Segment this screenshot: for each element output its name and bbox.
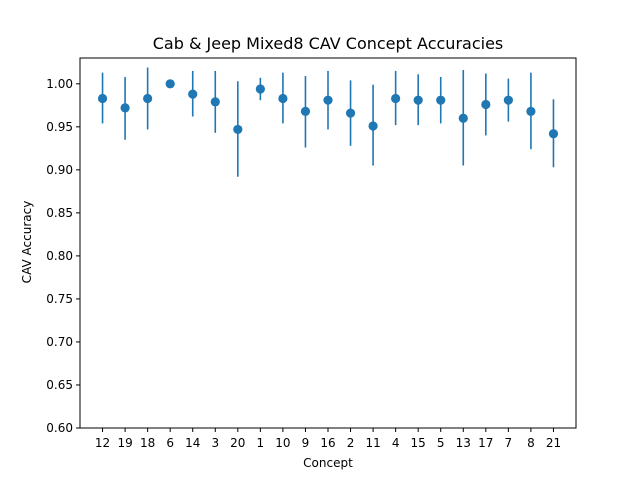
x-tick-label: 5: [437, 436, 445, 450]
data-point: [345, 108, 356, 118]
data-point: [278, 93, 288, 104]
y-tick-label: 0.75: [46, 292, 73, 306]
data-points: [97, 79, 559, 139]
x-tick-label: 9: [302, 436, 310, 450]
x-tick-label: 16: [320, 436, 335, 450]
x-tick-label: 8: [527, 436, 535, 450]
x-tick-label: 14: [185, 436, 200, 450]
data-point: [391, 93, 401, 104]
x-tick-label: 3: [211, 436, 219, 450]
y-tick-label: 0.85: [46, 206, 73, 220]
data-point: [323, 95, 333, 105]
y-tick-label: 0.80: [46, 249, 73, 263]
data-point: [210, 97, 220, 107]
data-point: [143, 93, 153, 104]
x-tick-label: 1: [257, 436, 265, 450]
data-point: [503, 95, 513, 105]
x-tick-label: 13: [456, 436, 471, 450]
data-point: [97, 93, 108, 104]
x-tick-label: 18: [140, 436, 155, 450]
x-tick-label: 20: [230, 436, 245, 450]
y-tick-label: 0.70: [46, 335, 73, 349]
data-point: [188, 89, 198, 99]
data-point: [368, 121, 378, 131]
y-axis-ticks: 0.60 0.65 0.70 0.75 0.80 0.85 0.90 0.95 1.00: [46, 77, 80, 435]
y-tick-label: 0.60: [46, 421, 73, 435]
x-axis-ticks: 12 19 18 6 14 3 20 1 10 9 16 2 11 4 15 5 13 17 7 8 21: [95, 428, 561, 450]
data-point: [300, 106, 311, 116]
data-point: [526, 106, 536, 116]
data-point: [548, 129, 559, 139]
plot-area-frame: [79, 57, 577, 429]
x-tick-label: 12: [95, 436, 110, 450]
chart-title: Cab & Jeep Mixed8 CAV Concept Accuracies: [153, 34, 504, 53]
data-point: [413, 95, 423, 105]
y-axis-label: CAV Accuracy: [20, 201, 34, 284]
x-tick-label: 2: [347, 436, 355, 450]
y-tick-label: 1.00: [46, 77, 73, 91]
data-point: [481, 99, 491, 110]
x-axis-label: Concept: [303, 456, 353, 470]
x-tick-label: 4: [392, 436, 400, 450]
x-tick-label: 11: [365, 436, 380, 450]
x-tick-label: 10: [275, 436, 290, 450]
data-point: [233, 124, 243, 135]
x-tick-label: 17: [478, 436, 493, 450]
data-point: [436, 95, 446, 105]
x-tick-label: 6: [166, 436, 174, 450]
y-tick-label: 0.95: [46, 120, 73, 134]
y-tick-label: 0.65: [46, 378, 73, 392]
x-tick-label: 7: [505, 436, 513, 450]
data-point: [165, 79, 175, 89]
data-point: [120, 103, 130, 113]
data-point: [458, 113, 468, 123]
x-tick-label: 15: [411, 436, 426, 450]
x-tick-label: 19: [117, 436, 132, 450]
x-tick-label: 21: [546, 436, 561, 450]
data-point: [255, 84, 265, 94]
y-tick-label: 0.90: [46, 163, 73, 177]
